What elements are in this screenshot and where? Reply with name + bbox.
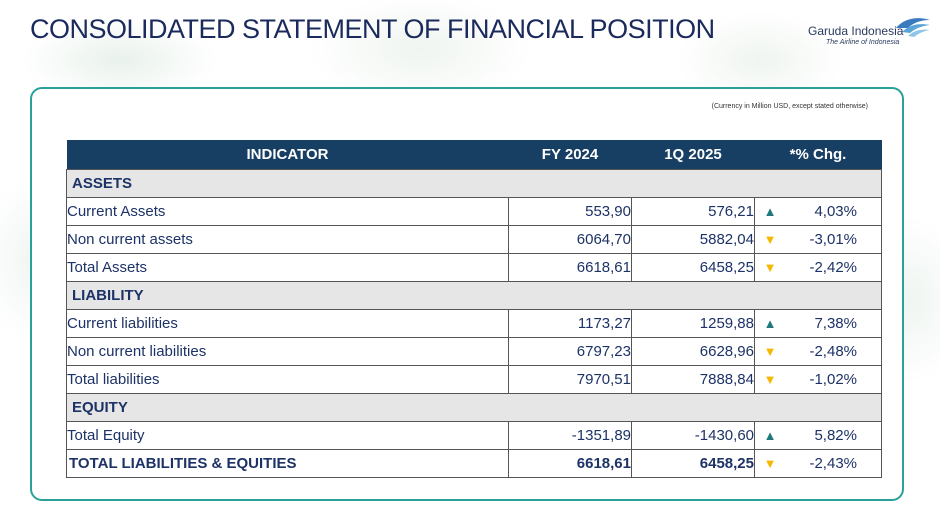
row-label: Non current assets (66, 225, 509, 254)
table-row: Current Assets 553,90 576,21 ▲ 4,03% (66, 197, 882, 226)
fy2024-value: -1351,89 (508, 421, 632, 450)
change-cell: ▼ -3,01% (754, 225, 882, 254)
q1-2025-value: 1259,88 (631, 309, 755, 338)
change-value: -2,48% (809, 343, 857, 360)
table-row: Non current liabilities 6797,23 6628,96 … (66, 337, 882, 366)
change-value: -1,02% (809, 371, 857, 388)
q1-2025-value: -1430,60 (631, 421, 755, 450)
header-change: *% Chg. (754, 140, 882, 170)
section-label: ASSETS (66, 169, 882, 198)
section-row-liability: LIABILITY (66, 281, 882, 310)
row-label: Total Equity (66, 421, 509, 450)
arrow-down-icon: ▼ (763, 232, 777, 247)
fy2024-value: 6797,23 (508, 337, 632, 366)
arrow-up-icon: ▲ (763, 428, 777, 443)
header-indicator: INDICATOR (66, 140, 509, 170)
table-row: Current liabilities 1173,27 1259,88 ▲ 7,3… (66, 309, 882, 338)
total-fy2024-value: 6618,61 (508, 449, 632, 478)
page-title: CONSOLIDATED STATEMENT OF FINANCIAL POSI… (30, 14, 715, 44)
row-label: Current Assets (66, 197, 509, 226)
fy2024-value: 6064,70 (508, 225, 632, 254)
logo-tagline: The Airline of Indonesia (826, 39, 900, 46)
change-cell: ▼ -2,42% (754, 253, 882, 282)
q1-2025-value: 6628,96 (631, 337, 755, 366)
row-label: Total liabilities (66, 365, 509, 394)
fy2024-value: 553,90 (508, 197, 632, 226)
q1-2025-value: 576,21 (631, 197, 755, 226)
fy2024-value: 7970,51 (508, 365, 632, 394)
total-q1-2025-value: 6458,25 (631, 449, 755, 478)
q1-2025-value: 6458,25 (631, 253, 755, 282)
currency-note: (Currency in Million USD, except stated … (711, 103, 868, 110)
change-value: -3,01% (809, 231, 857, 248)
change-cell: ▼ -1,02% (754, 365, 882, 394)
change-value: 5,82% (814, 427, 857, 444)
change-value: 4,03% (814, 203, 857, 220)
row-label: Total Assets (66, 253, 509, 282)
table-row: Total liabilities 7970,51 7888,84 ▼ -1,02… (66, 365, 882, 394)
table-row: Non current assets 6064,70 5882,04 ▼ -3,0… (66, 225, 882, 254)
total-row: TOTAL LIABILITIES & EQUITIES 6618,61 645… (66, 449, 882, 478)
arrow-down-icon: ▼ (763, 456, 777, 471)
change-cell: ▲ 4,03% (754, 197, 882, 226)
arrow-up-icon: ▲ (763, 204, 777, 219)
total-label: TOTAL LIABILITIES & EQUITIES (66, 449, 509, 478)
statement-card: (Currency in Million USD, except stated … (30, 87, 904, 501)
change-cell: ▲ 5,82% (754, 421, 882, 450)
change-cell: ▼ -2,43% (754, 449, 882, 478)
header-fy2024: FY 2024 (508, 140, 632, 170)
table-row: Total Equity -1351,89 -1430,60 ▲ 5,82% (66, 421, 882, 450)
arrow-down-icon: ▼ (763, 372, 777, 387)
change-value: -2,42% (809, 259, 857, 276)
header-1q2025: 1Q 2025 (631, 140, 755, 170)
change-cell: ▲ 7,38% (754, 309, 882, 338)
arrow-up-icon: ▲ (763, 316, 777, 331)
change-cell: ▼ -2,48% (754, 337, 882, 366)
row-label: Non current liabilities (66, 337, 509, 366)
change-value: 7,38% (814, 315, 857, 332)
arrow-down-icon: ▼ (763, 344, 777, 359)
change-value: -2,43% (809, 455, 857, 472)
fy2024-value: 1173,27 (508, 309, 632, 338)
row-label: Current liabilities (66, 309, 509, 338)
section-row-assets: ASSETS (66, 169, 882, 198)
garuda-bird-icon (896, 18, 930, 37)
q1-2025-value: 5882,04 (631, 225, 755, 254)
section-row-equity: EQUITY (66, 393, 882, 422)
garuda-logo: Garuda Indonesia The Airline of Indonesi… (808, 14, 936, 54)
q1-2025-value: 7888,84 (631, 365, 755, 394)
section-label: EQUITY (66, 393, 882, 422)
arrow-down-icon: ▼ (763, 260, 777, 275)
table-header-row: INDICATOR FY 2024 1Q 2025 *% Chg. (66, 140, 882, 170)
financial-position-table: INDICATOR FY 2024 1Q 2025 *% Chg. ASSETS… (66, 140, 882, 478)
table-row: Total Assets 6618,61 6458,25 ▼ -2,42% (66, 253, 882, 282)
section-label: LIABILITY (66, 281, 882, 310)
logo-name: Garuda Indonesia (808, 24, 904, 38)
fy2024-value: 6618,61 (508, 253, 632, 282)
